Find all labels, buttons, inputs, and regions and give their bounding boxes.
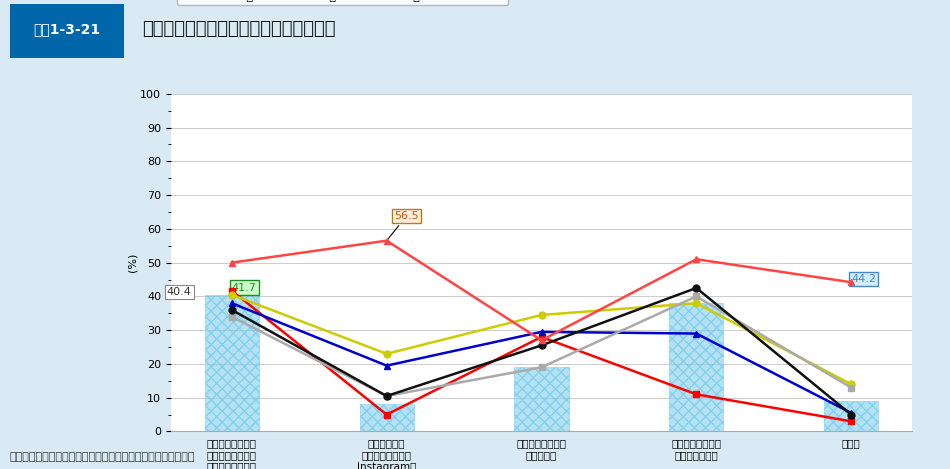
- Text: 41.7: 41.7: [232, 283, 256, 293]
- Bar: [824, 401, 879, 431]
- Bar: [204, 295, 259, 431]
- Y-axis label: (%): (%): [127, 253, 138, 272]
- Text: 図表1-3-21: 図表1-3-21: [33, 22, 100, 36]
- Bar: [359, 404, 414, 431]
- Text: 資料：厚生労働省「令和４年度少子高齢社会等調査検討事業」: 資料：厚生労働省「令和４年度少子高齢社会等調査検討事業」: [10, 452, 195, 461]
- Bar: [669, 303, 724, 431]
- FancyBboxPatch shape: [10, 4, 124, 58]
- Text: 社会参加活動を始めたきっかけ（方法）: 社会参加活動を始めたきっかけ（方法）: [142, 20, 336, 38]
- Text: 56.5: 56.5: [389, 211, 419, 239]
- Text: 44.2: 44.2: [851, 274, 876, 284]
- Bar: [514, 367, 569, 431]
- Text: 40.4: 40.4: [167, 287, 192, 297]
- Legend: 全　体, 20-29歳, 30-39歳, 40-49歳, 50-59歳, 60-69歳, 70-89歳: 全 体, 20-29歳, 30-39歳, 40-49歳, 50-59歳, 60-…: [177, 0, 508, 6]
